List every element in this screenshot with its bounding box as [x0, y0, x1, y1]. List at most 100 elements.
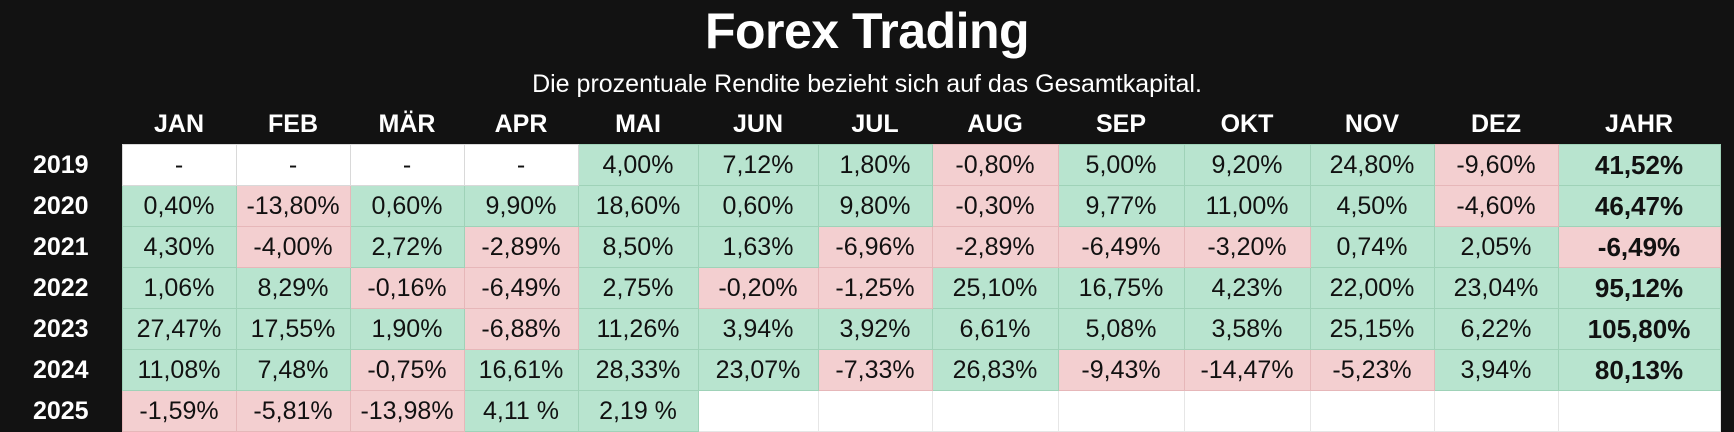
monthly-return-cell: -1,59% — [121, 390, 237, 432]
monthly-return-cell — [1433, 390, 1559, 432]
table-row: 2020 0,40% -13,80% 0,60% 9,90% 18,60% 0,60% 9,8… — [0, 185, 1721, 227]
annual-return-cell: -6,49% — [1557, 226, 1721, 268]
column-header-nov: NOV — [1310, 104, 1434, 145]
row-header-year: 2020 — [0, 185, 122, 227]
monthly-return-cell: -2,89% — [931, 226, 1059, 268]
annual-return-cell: 95,12% — [1557, 267, 1721, 309]
monthly-return-cell: - — [463, 144, 579, 186]
monthly-return-cell: -6,96% — [817, 226, 933, 268]
column-header-jan: JAN — [122, 104, 236, 145]
monthly-return-cell: 11,26% — [577, 308, 699, 350]
column-header-mai: MAI — [578, 104, 698, 145]
monthly-return-cell: 16,75% — [1057, 267, 1185, 309]
monthly-return-cell: -0,80% — [931, 144, 1059, 186]
monthly-return-cell: 2,75% — [577, 267, 699, 309]
row-header-year: 2025 — [0, 390, 122, 432]
monthly-return-cell: 0,60% — [697, 185, 819, 227]
annual-return-cell: 80,13% — [1557, 349, 1721, 391]
monthly-return-cell: 8,29% — [235, 267, 351, 309]
monthly-return-cell: -6,49% — [463, 267, 579, 309]
monthly-return-cell — [931, 390, 1059, 432]
monthly-return-cell — [817, 390, 933, 432]
monthly-return-cell: -9,43% — [1057, 349, 1185, 391]
monthly-return-cell: 16,61% — [463, 349, 579, 391]
monthly-return-cell: 18,60% — [577, 185, 699, 227]
monthly-return-cell: 9,20% — [1183, 144, 1311, 186]
column-header-jahr: JAHR — [1558, 104, 1720, 145]
chart-subtitle: Die prozentuale Rendite bezieht sich auf… — [532, 70, 1202, 98]
column-header-okt: OKT — [1184, 104, 1310, 145]
monthly-return-cell: 28,33% — [577, 349, 699, 391]
column-header-aug: AUG — [932, 104, 1058, 145]
monthly-return-cell: 11,08% — [121, 349, 237, 391]
column-header-dez: DEZ — [1434, 104, 1558, 145]
monthly-return-cell: 1,63% — [697, 226, 819, 268]
table-row: 2019- - - -4,00% 7,12% 1,80% -0,80% 5,00% 9,20% 2… — [0, 144, 1721, 186]
monthly-return-cell: 4,23% — [1183, 267, 1311, 309]
annual-return-cell — [1557, 390, 1721, 432]
monthly-return-cell: 6,22% — [1433, 308, 1559, 350]
column-header-jun: JUN — [698, 104, 818, 145]
monthly-return-cell: 17,55% — [235, 308, 351, 350]
column-header-apr: APR — [464, 104, 578, 145]
monthly-return-cell: 4,00% — [577, 144, 699, 186]
table-row: 2022 1,06% 8,29% -0,16% -6,49% 2,75% -0,20% -1,… — [0, 267, 1721, 309]
monthly-return-cell: -14,47% — [1183, 349, 1311, 391]
table-row: 2021 4,30% -4,00% 2,72% -2,89% 8,50% 1,63% -6,9… — [0, 226, 1721, 268]
header-corner — [0, 104, 122, 145]
monthly-return-cell: 1,90% — [349, 308, 465, 350]
monthly-return-cell: 5,00% — [1057, 144, 1185, 186]
chart-title: Forex Trading — [704, 3, 1030, 59]
monthly-return-cell: -6,88% — [463, 308, 579, 350]
monthly-return-cell: 9,80% — [817, 185, 933, 227]
monthly-return-cell: 5,08% — [1057, 308, 1185, 350]
monthly-return-cell: -13,80% — [235, 185, 351, 227]
column-header-feb: FEB — [236, 104, 350, 145]
monthly-return-cell: - — [349, 144, 465, 186]
annual-return-cell: 41,52% — [1557, 144, 1721, 186]
monthly-return-cell: -6,49% — [1057, 226, 1185, 268]
annual-return-cell: 105,80% — [1557, 308, 1721, 350]
row-header-year: 2023 — [0, 308, 122, 350]
row-header-year: 2024 — [0, 349, 122, 391]
monthly-return-cell: -2,89% — [463, 226, 579, 268]
monthly-return-cell: -7,33% — [817, 349, 933, 391]
monthly-return-cell: -9,60% — [1433, 144, 1559, 186]
monthly-return-cell: 4,50% — [1309, 185, 1435, 227]
monthly-return-cell: -13,98% — [349, 390, 465, 432]
monthly-return-cell: -3,20% — [1183, 226, 1311, 268]
monthly-return-cell: 3,58% — [1183, 308, 1311, 350]
monthly-return-cell: -0,75% — [349, 349, 465, 391]
monthly-return-cell: 7,12% — [697, 144, 819, 186]
monthly-return-cell: -4,00% — [235, 226, 351, 268]
monthly-return-cell: 3,94% — [697, 308, 819, 350]
monthly-return-cell: 25,15% — [1309, 308, 1435, 350]
monthly-return-cell: -0,16% — [349, 267, 465, 309]
monthly-return-cell: - — [235, 144, 351, 186]
column-header-jul: JUL — [818, 104, 932, 145]
annual-return-cell: 46,47% — [1557, 185, 1721, 227]
monthly-return-cell: -4,60% — [1433, 185, 1559, 227]
monthly-return-cell: 7,48% — [235, 349, 351, 391]
monthly-return-cell: 2,19 % — [577, 390, 699, 432]
monthly-return-cell: 25,10% — [931, 267, 1059, 309]
monthly-return-cell: 4,11 % — [463, 390, 579, 432]
monthly-return-cell — [697, 390, 819, 432]
row-header-year: 2022 — [0, 267, 122, 309]
monthly-return-cell: 4,30% — [121, 226, 237, 268]
monthly-return-cell: 3,94% — [1433, 349, 1559, 391]
column-header-mär: MÄR — [350, 104, 464, 145]
returns-table: JAN FEB MÄR APR MAI JUN JUL AUG SEP OKT NOV DEZ JAHR… — [0, 104, 1721, 432]
monthly-return-cell — [1183, 390, 1311, 432]
monthly-return-cell: 1,06% — [121, 267, 237, 309]
monthly-return-cell: -1,25% — [817, 267, 933, 309]
row-header-year: 2019 — [0, 144, 122, 186]
monthly-return-cell: 0,74% — [1309, 226, 1435, 268]
monthly-return-cell: 1,80% — [817, 144, 933, 186]
monthly-return-cell: 2,05% — [1433, 226, 1559, 268]
monthly-return-cell: 24,80% — [1309, 144, 1435, 186]
monthly-return-cell — [1057, 390, 1185, 432]
monthly-return-cell: 27,47% — [121, 308, 237, 350]
monthly-return-cell: 8,50% — [577, 226, 699, 268]
monthly-return-cell: -0,30% — [931, 185, 1059, 227]
